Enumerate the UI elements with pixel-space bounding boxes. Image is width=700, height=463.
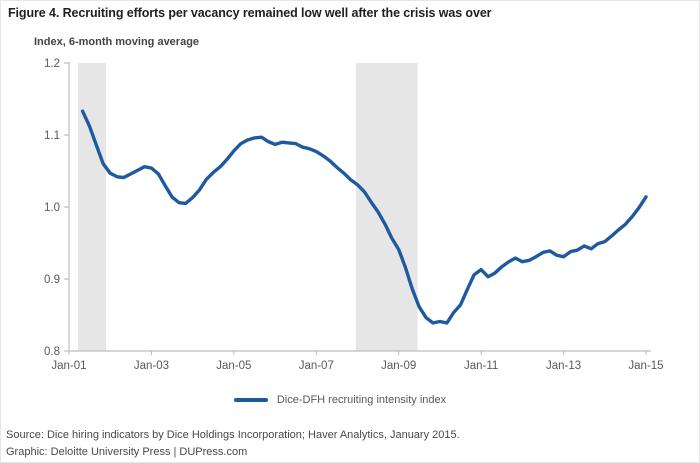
y-tick-label: 0.8 bbox=[44, 346, 60, 358]
source-note: Source: Dice hiring indicators by Dice H… bbox=[6, 429, 460, 441]
y-tick-label: 1.1 bbox=[44, 130, 60, 142]
y-tick-label: 0.9 bbox=[44, 274, 60, 286]
y-tick-label: 1.0 bbox=[44, 202, 60, 214]
x-tick-label: Jan-03 bbox=[134, 360, 169, 372]
legend: Dice-DFH recruiting intensity index bbox=[1, 392, 679, 408]
x-tick-label: Jan-11 bbox=[464, 360, 498, 372]
recession-band bbox=[78, 63, 107, 351]
recession-band bbox=[355, 63, 418, 351]
x-tick-label: Jan-05 bbox=[216, 360, 251, 372]
figure-title: Figure 4. Recruiting efforts per vacancy… bbox=[8, 6, 492, 20]
y-tick-label: 1.2 bbox=[44, 58, 60, 70]
series-line-dice-dfh-index bbox=[80, 109, 648, 325]
y-axis-note: Index, 6-month moving average bbox=[34, 36, 200, 48]
legend-line-swatch bbox=[233, 398, 268, 402]
x-tick-label: Jan-09 bbox=[381, 360, 416, 372]
x-tick-label: Jan-13 bbox=[546, 360, 581, 372]
x-tick-label: Jan-15 bbox=[628, 360, 663, 372]
x-tick-label: Jan-01 bbox=[51, 360, 86, 372]
legend-label: Dice-DFH recruiting intensity index bbox=[276, 394, 447, 406]
graphic-credit: Graphic: Deloitte University Press | DUP… bbox=[6, 446, 248, 458]
x-tick-label: Jan-07 bbox=[299, 360, 334, 372]
